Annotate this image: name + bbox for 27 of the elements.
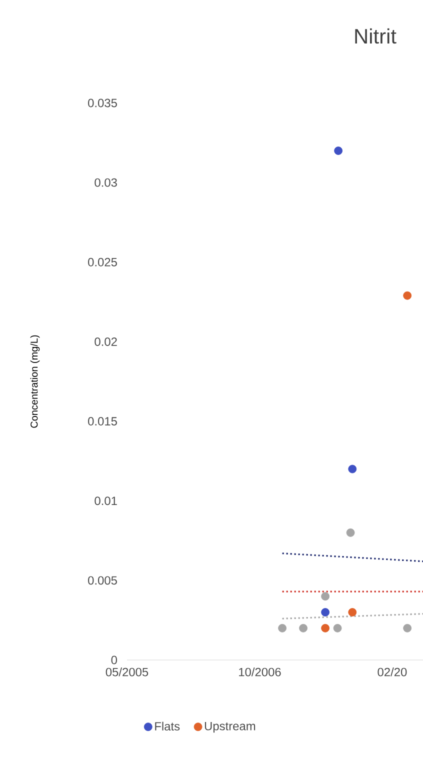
x-tick-label: 02/20 <box>378 668 407 676</box>
chart-title: Nitrit <box>355 28 396 44</box>
x-tick-label: 05/2005 <box>106 668 148 676</box>
y-tick-label: 0 <box>111 656 118 664</box>
x-tick-label: 10/2006 <box>239 668 281 676</box>
y-tick-label: 0.025 <box>88 258 117 266</box>
point <box>348 608 357 616</box>
legend-label: Upstream <box>204 722 256 733</box>
legend-label: Flats <box>155 722 180 731</box>
y-tick-label: 0.03 <box>94 178 117 187</box>
y-tick-label: 0.01 <box>94 496 117 506</box>
point <box>334 146 343 155</box>
point <box>278 624 287 632</box>
point <box>346 528 355 537</box>
y-tick-label: 0.015 <box>88 417 117 426</box>
point <box>333 624 342 632</box>
point <box>321 624 330 632</box>
point <box>403 291 412 300</box>
point <box>348 464 357 474</box>
point <box>299 624 308 632</box>
y-axis-title: Concentration (mg/L) <box>30 335 40 428</box>
point <box>321 592 330 601</box>
y-tick-label: 0.02 <box>94 337 117 346</box>
y-tick-label: 0.005 <box>88 576 117 585</box>
y-tick-label: 0.035 <box>88 98 117 108</box>
point <box>321 608 330 616</box>
point <box>403 624 412 632</box>
